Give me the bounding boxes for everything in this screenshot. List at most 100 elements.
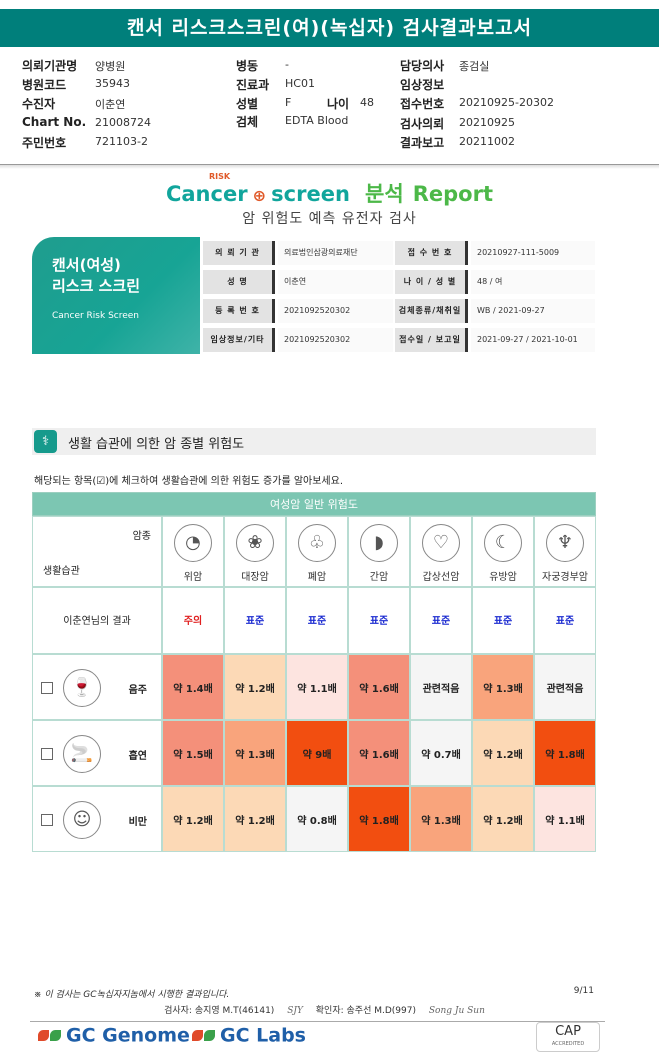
- risk-value-cell: 약 1.1배: [534, 786, 596, 852]
- risk-value-cell: 약 1.2배: [224, 786, 286, 852]
- age-value: 48: [360, 96, 374, 109]
- patient-row: 임상정보/기타 2021092520302 접수일 / 보고일 2021-09-27 …: [203, 328, 595, 352]
- risk-value-cell: 약 1.3배: [224, 720, 286, 786]
- confirmer: 확인자: 송주선 M.D(997): [315, 1006, 416, 1016]
- risk-value-cell: 약 1.3배: [410, 786, 472, 852]
- result-cell: 표준: [286, 587, 348, 654]
- patient-key: 성 명: [203, 270, 275, 294]
- info-label: 수진자: [22, 97, 56, 111]
- risk-value-cell: 관련적음: [410, 654, 472, 720]
- footer-note: ※ 이 검사는 GC녹십자지놈에서 시행한 결과입니다.: [34, 990, 230, 1000]
- confirmer-signature: Song Ju Sun: [428, 1006, 485, 1016]
- habit-checkbox[interactable]: [41, 814, 53, 826]
- info-label: 의뢰기관명: [22, 59, 78, 73]
- habit-row-header: 🍷 음주: [32, 654, 162, 720]
- cancer-name: 유방암: [489, 572, 517, 583]
- cancer-column-header: ❀ 대장암: [224, 516, 286, 587]
- gc-leaf-icon: [38, 1024, 62, 1048]
- info-value: 20211002: [459, 135, 515, 148]
- risk-value-cell: 약 1.2배: [472, 720, 534, 786]
- info-label: 결과보고: [400, 136, 445, 150]
- cancer-risk-banner: 캔서(여성) 리스크 스크린 Cancer Risk Screen: [32, 237, 200, 354]
- result-row-label: 이춘연님의 결과: [32, 587, 162, 654]
- risk-value-cell: 약 0.7배: [410, 720, 472, 786]
- cap-accredited-logo: CAP ACCREDITED: [536, 1022, 600, 1052]
- thyroid-icon: ♡: [422, 524, 460, 562]
- banner-en: Cancer Risk Screen: [52, 311, 140, 321]
- stomach-icon: ◔: [174, 524, 212, 562]
- banner-line1: 캔서(여성): [52, 256, 121, 274]
- patient-key: 임상정보/기타: [203, 328, 275, 352]
- patient-key: 검체종류/채취일: [395, 299, 468, 323]
- risk-value-cell: 약 1.3배: [472, 654, 534, 720]
- habit-row-header: 🚬 흡연: [32, 720, 162, 786]
- patient-value: 48 / 여: [471, 270, 595, 294]
- patient-value: WB / 2021-09-27: [471, 299, 595, 323]
- logo-cancer: Cancer: [165, 182, 248, 206]
- info-value: F: [285, 96, 292, 109]
- cancer-column-header: ◔ 위암: [162, 516, 224, 587]
- grid-header: 여성암 일반 위험도: [32, 492, 596, 516]
- logo-report-en: Report: [412, 182, 494, 206]
- cancer-column-header: ◗ 간암: [348, 516, 410, 587]
- habit-row-header: ☺ 비만: [32, 786, 162, 852]
- breast-icon: ☾: [484, 524, 522, 562]
- age-label: 나이: [327, 97, 350, 111]
- patient-row: 성 명 이춘연 나 이 / 성 별 48 / 여: [203, 270, 595, 294]
- info-label: 담당의사: [400, 59, 445, 73]
- corner-habit-label: 생활습관: [43, 566, 80, 577]
- risk-value-cell: 약 9배: [286, 720, 348, 786]
- smoking-icon: 🚬: [63, 735, 101, 773]
- logo-report-kr: 분석: [365, 182, 404, 206]
- info-value: 이춘연: [95, 98, 126, 111]
- cancer-column-header: ♡ 갑상선암: [410, 516, 472, 587]
- info-value: 양병원: [95, 60, 126, 73]
- risk-value-cell: 약 1.5배: [162, 720, 224, 786]
- corner-cancer-label: 암종: [132, 531, 151, 542]
- habit-checkbox[interactable]: [41, 682, 53, 694]
- patient-key: 접 수 번 호: [395, 241, 468, 265]
- patient-value: 2021092520302: [278, 328, 393, 352]
- gc-labs-logo: GC Labs: [192, 1024, 306, 1048]
- info-label: 검체: [236, 115, 259, 129]
- risk-value-cell: 약 1.2배: [472, 786, 534, 852]
- info-value: 20210925-20302: [459, 96, 554, 109]
- subtitle: 암 위험도 예측 유전자 검사: [242, 211, 417, 227]
- info-value: -: [285, 58, 289, 71]
- gc-leaf-icon: [192, 1024, 216, 1048]
- alcohol-icon: 🍷: [63, 669, 101, 707]
- cancer-name: 대장암: [241, 572, 269, 583]
- info-label: 주민번호: [22, 136, 67, 150]
- patient-value: 의료법인삼광의료재단: [278, 241, 393, 265]
- patient-value: 20210927-111-5009: [471, 241, 595, 265]
- info-value: 721103-2: [95, 135, 148, 148]
- colon-icon: ❀: [236, 524, 274, 562]
- uterus-icon: ♆: [546, 524, 584, 562]
- patient-key: 등 록 번 호: [203, 299, 275, 323]
- risk-value-cell: 약 1.4배: [162, 654, 224, 720]
- patient-key: 나 이 / 성 별: [395, 270, 468, 294]
- stethoscope-icon: ⚕: [34, 430, 57, 453]
- liver-icon: ◗: [360, 524, 398, 562]
- info-label: 병원코드: [22, 78, 67, 92]
- habit-checkbox[interactable]: [41, 748, 53, 760]
- risk-value-cell: 약 1.6배: [348, 654, 410, 720]
- cancer-name: 자궁경부암: [542, 572, 588, 583]
- patient-row: 의 뢰 기 관 의료법인삼광의료재단 접 수 번 호 20210927-111-500…: [203, 241, 595, 265]
- cancer-name: 간암: [369, 572, 389, 583]
- patient-value: 2021-09-27 / 2021-10-01: [471, 328, 595, 352]
- info-label: 임상정보: [400, 78, 445, 92]
- instruction-note: 해당되는 항목(☑)에 체크하여 생활습관에 의한 위험도 증가를 알아보세요.: [34, 476, 343, 487]
- info-label: 검사의뢰: [400, 117, 445, 131]
- divider: [0, 165, 659, 169]
- info-label: 병동: [236, 59, 259, 73]
- cancer-column-header: ♧ 폐암: [286, 516, 348, 587]
- risk-value-cell: 약 1.8배: [534, 720, 596, 786]
- banner-line2: 리스크 스크린: [52, 277, 141, 295]
- risk-value-cell: 약 1.1배: [286, 654, 348, 720]
- result-cell: 표준: [410, 587, 472, 654]
- habit-name: 음주: [128, 685, 147, 696]
- risk-tag: RISK: [209, 172, 231, 181]
- result-cell: 표준: [534, 587, 596, 654]
